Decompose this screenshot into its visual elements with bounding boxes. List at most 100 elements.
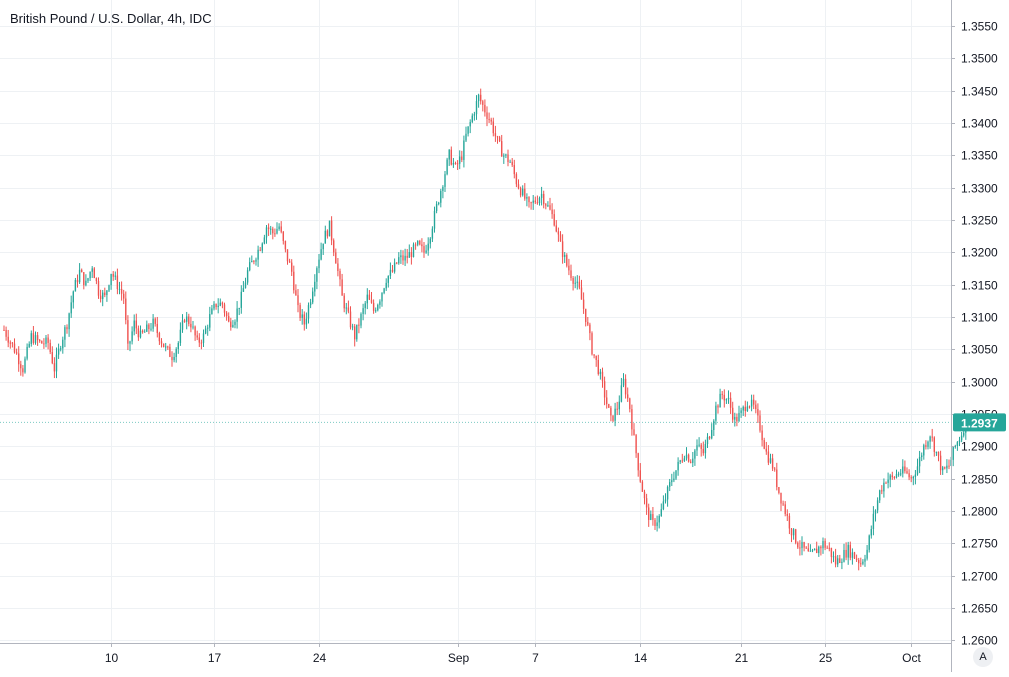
candle-body: [202, 333, 205, 343]
candle-body: [482, 101, 484, 105]
candle-body: [49, 342, 51, 353]
candle-body: [702, 448, 704, 454]
candle-body: [251, 260, 253, 263]
candle-body: [513, 165, 515, 175]
candle-body: [13, 343, 16, 353]
candle-body: [343, 295, 345, 309]
last-price-tag: 1.2937: [0, 413, 1006, 432]
candle-body: [601, 371, 604, 382]
candle-body: [517, 184, 520, 189]
candle-body: [885, 482, 887, 484]
candle-body: [465, 133, 467, 141]
candle-body: [740, 410, 742, 413]
candle-body: [309, 302, 312, 306]
candle-body: [845, 549, 847, 558]
candle-body: [895, 474, 898, 478]
candle-body: [824, 540, 826, 548]
candle-body: [782, 503, 784, 505]
candle-body: [557, 231, 560, 235]
y-tick-label: 1.3400: [961, 117, 998, 131]
candle-body: [570, 270, 572, 279]
candle-body: [654, 519, 656, 526]
candle-body: [566, 254, 568, 266]
candle-body: [608, 404, 610, 408]
candle-body: [385, 282, 387, 289]
candle-body: [60, 348, 62, 350]
candle-body: [765, 448, 767, 452]
candle-body: [438, 202, 440, 204]
auto-scale-button[interactable]: A: [973, 647, 993, 667]
candle-body: [26, 346, 28, 359]
candle-body: [767, 451, 770, 463]
candle-body: [643, 491, 646, 499]
candle-body: [675, 470, 677, 479]
candle-body: [503, 155, 505, 157]
candle-body: [610, 407, 612, 416]
candle-body: [879, 490, 881, 501]
last-price-tag-bg: [953, 413, 1006, 432]
candle-body: [234, 321, 236, 325]
candle-body: [725, 399, 728, 401]
candle-body: [910, 477, 912, 479]
candle-body: [843, 549, 845, 562]
candle-body: [72, 291, 74, 303]
candle-body: [805, 547, 807, 549]
y-tick-label: 1.3450: [961, 85, 998, 99]
candle-body: [427, 243, 429, 251]
candle-body: [261, 243, 263, 251]
candle-body: [387, 275, 389, 283]
candle-body: [830, 547, 833, 557]
candle-body: [603, 381, 606, 398]
candle-body: [328, 220, 331, 237]
y-tick-label: 1.2800: [961, 505, 998, 519]
x-tick-label: Sep: [448, 651, 470, 665]
candle-body: [906, 471, 908, 474]
candle-body: [68, 313, 70, 330]
candle-body: [820, 546, 822, 549]
candle-body: [746, 406, 749, 412]
candle-body: [490, 119, 492, 122]
candle-body: [57, 348, 60, 355]
candle-body: [893, 477, 896, 479]
candle-body: [446, 159, 448, 175]
candle-body: [832, 556, 835, 558]
candle-body: [750, 399, 753, 407]
candle-body: [921, 455, 923, 457]
candle-body: [685, 454, 688, 459]
chart-title: British Pound / U.S. Dollar, 4h, IDC: [10, 11, 212, 26]
candle-body: [660, 509, 662, 516]
candle-body: [519, 188, 522, 196]
candle-body: [801, 542, 803, 549]
candle-body: [114, 275, 116, 277]
candle-body: [303, 314, 305, 325]
candle-body: [834, 556, 837, 565]
candle-body: [162, 343, 165, 347]
candle-body: [507, 154, 509, 163]
candle-body: [440, 190, 442, 203]
candle-body: [194, 326, 196, 336]
candle-body: [721, 393, 723, 395]
candle-body: [614, 408, 616, 421]
candle-body: [9, 342, 11, 344]
grid-lines: [0, 0, 951, 643]
candle-body: [204, 328, 207, 334]
candle-body: [381, 292, 383, 302]
candle-body: [666, 486, 669, 500]
candle-body: [324, 230, 326, 244]
candle-body: [534, 200, 536, 203]
candle-body: [165, 346, 167, 348]
candle-body: [312, 291, 314, 303]
candle-body: [295, 290, 297, 296]
candle-body: [700, 444, 702, 449]
candle-body: [780, 492, 782, 504]
candle-body: [509, 161, 511, 163]
candle-body: [729, 397, 732, 408]
candle-body: [467, 126, 469, 134]
candle-body: [341, 279, 343, 296]
candle-body: [587, 321, 589, 325]
candle-body: [349, 311, 352, 328]
candle-body: [935, 451, 938, 453]
candle-body: [389, 269, 392, 276]
